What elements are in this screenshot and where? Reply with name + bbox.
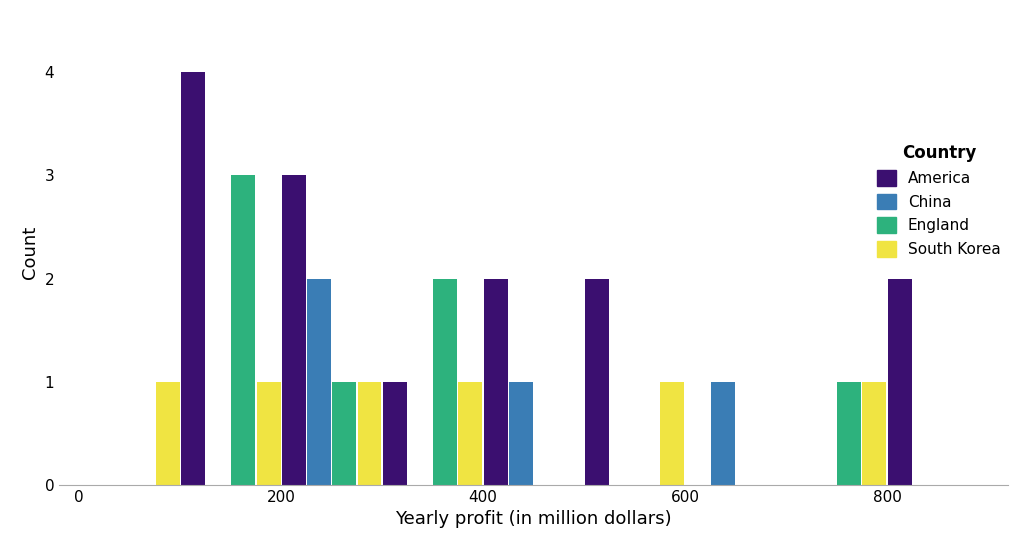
Bar xyxy=(332,382,356,485)
Bar xyxy=(307,278,331,485)
Bar xyxy=(509,382,533,485)
Bar xyxy=(584,278,609,485)
Bar xyxy=(282,176,306,485)
Bar xyxy=(433,278,457,485)
Bar xyxy=(838,382,861,485)
X-axis label: Yearly profit (in million dollars): Yearly profit (in million dollars) xyxy=(395,510,672,528)
Bar xyxy=(155,382,179,485)
Bar xyxy=(459,382,483,485)
Bar xyxy=(383,382,406,485)
Y-axis label: Count: Count xyxy=(21,226,39,279)
Bar xyxy=(862,382,886,485)
Bar xyxy=(484,278,507,485)
Bar xyxy=(888,278,912,485)
Bar xyxy=(256,382,281,485)
Bar xyxy=(181,72,205,485)
Bar xyxy=(661,382,684,485)
Bar xyxy=(232,176,255,485)
Bar xyxy=(711,382,735,485)
Bar xyxy=(357,382,382,485)
Legend: America, China, England, South Korea: America, China, England, South Korea xyxy=(877,144,1000,257)
